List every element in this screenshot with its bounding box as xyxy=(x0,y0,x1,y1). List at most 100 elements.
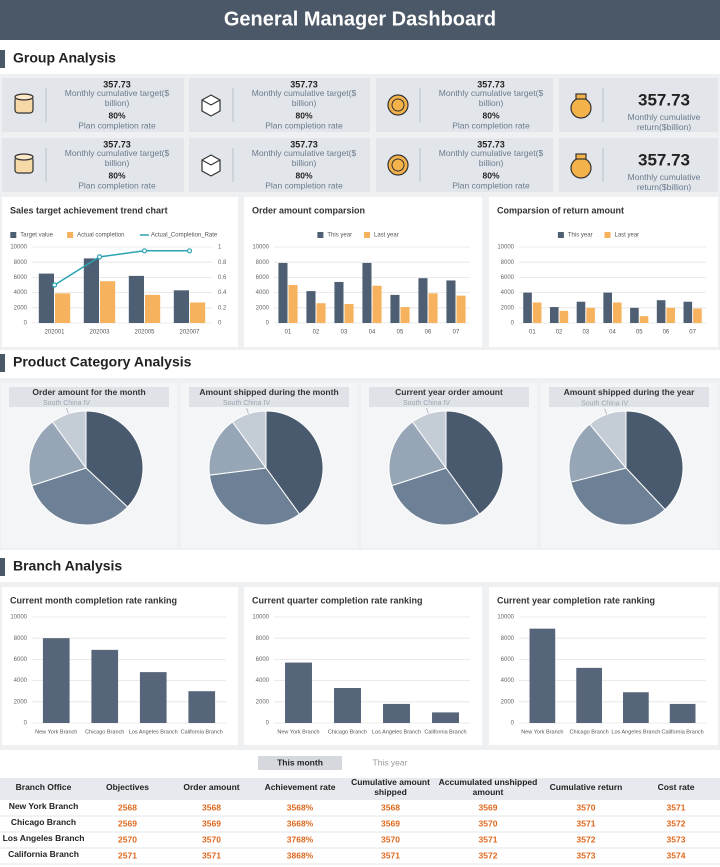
table-cell: 3571 xyxy=(202,850,221,860)
bar xyxy=(42,638,70,723)
y-tick-label: 8000 xyxy=(256,636,270,642)
chart-title: Current year order amount xyxy=(395,388,503,397)
bar xyxy=(576,301,586,323)
table-cell: 3570 xyxy=(381,834,400,844)
tab[interactable]: This month xyxy=(277,757,323,767)
legend-swatch xyxy=(10,232,17,238)
pie-slice xyxy=(85,410,144,508)
y-tick-label: 2000 xyxy=(14,305,28,311)
y-tick-label: 0 xyxy=(24,321,28,327)
chart-title: Sales target achievement trend chart xyxy=(10,205,168,215)
x-tick-label: California Branch xyxy=(181,729,223,735)
y-tick-label: 0 xyxy=(266,721,270,727)
bar xyxy=(623,692,649,723)
legend-swatch xyxy=(604,232,611,238)
bar xyxy=(559,310,569,323)
legend-label: Actual_Completion_Rate xyxy=(151,233,218,239)
pie-slice xyxy=(588,410,627,470)
bar xyxy=(383,703,410,723)
x-tick-label: 02 xyxy=(313,330,320,336)
bar xyxy=(372,285,382,323)
icon xyxy=(201,159,221,166)
table-header-cell: Cumulative amount shipped xyxy=(351,778,430,797)
x-tick-label: 01 xyxy=(285,330,292,336)
table-cell: 3570 xyxy=(479,818,498,828)
kpi-label-box: Monthly cumulative target($ billion) xyxy=(252,149,356,168)
legend-label: This year xyxy=(568,233,593,239)
table-cell: 3868% xyxy=(287,850,314,860)
bar xyxy=(666,307,676,323)
y2-tick-label: 1 xyxy=(218,245,222,251)
section-accent xyxy=(0,558,5,576)
y-tick-label: 0 xyxy=(511,721,515,727)
bar xyxy=(549,307,559,323)
x-tick-label: 202005 xyxy=(134,330,155,336)
section-accent xyxy=(0,354,5,372)
kpi-label: Monthly cumulative target($ billion) xyxy=(64,149,170,168)
x-tick-label: Los Angeles Branch xyxy=(372,729,421,735)
legend-label: Actual completion xyxy=(77,233,124,239)
table-cell: 3570 xyxy=(202,834,221,844)
icon xyxy=(575,93,587,100)
y-tick-label: 4000 xyxy=(256,290,270,296)
bar xyxy=(639,316,649,323)
bar xyxy=(390,294,400,323)
y-tick-label: 10000 xyxy=(252,245,269,251)
x-tick-label: 202003 xyxy=(89,330,110,336)
table-cell: 3668% xyxy=(287,818,314,828)
y2-tick-label: 0.4 xyxy=(218,290,227,296)
icon xyxy=(201,99,221,106)
pie-label: South China IV xyxy=(403,400,450,407)
bar xyxy=(683,301,693,323)
pie-slice xyxy=(208,421,267,476)
section-title: Group Analysis xyxy=(13,50,116,66)
bar xyxy=(344,304,354,323)
bar xyxy=(428,293,438,323)
table-header-bg xyxy=(0,778,720,800)
kpi-label-box: Monthly cumulative target($ billion) xyxy=(64,149,170,168)
x-tick-label: 07 xyxy=(689,330,696,336)
chart-title: Comparsion of return amount xyxy=(497,205,624,215)
x-tick-label: California Branch xyxy=(424,729,466,735)
legend-swatch xyxy=(557,232,564,238)
table-cell: 3569 xyxy=(202,818,221,828)
x-tick-label: New York Branch xyxy=(35,729,77,735)
chart-title-box: Amount shipped during the year xyxy=(564,388,695,397)
tab[interactable]: This year xyxy=(373,757,408,767)
bar xyxy=(173,290,189,323)
table-cell: 2569 xyxy=(118,818,137,828)
line-point xyxy=(96,254,103,260)
kpi-rate: 80% xyxy=(482,110,499,120)
y-tick-label: 10000 xyxy=(497,245,514,251)
bar xyxy=(586,307,595,323)
kpi-rate-label: Plan completion rate xyxy=(452,180,530,190)
tab-active xyxy=(258,756,342,770)
pie-slice xyxy=(625,410,684,511)
bar xyxy=(128,275,144,323)
bar xyxy=(188,691,216,723)
bar xyxy=(100,281,116,323)
x-tick-label: 202001 xyxy=(44,330,65,336)
x-tick-label: 202007 xyxy=(179,330,200,336)
bar xyxy=(316,303,326,323)
x-tick-label: Chicago Branch xyxy=(85,729,124,735)
bar xyxy=(669,703,696,723)
pie-slice xyxy=(568,423,627,483)
bar xyxy=(529,628,556,723)
pie-slice xyxy=(391,467,481,526)
kpi-rate: 80% xyxy=(295,110,312,120)
x-tick-label: New York Branch xyxy=(277,729,319,735)
table-header-cell-box: Cumulative return xyxy=(550,783,623,792)
x-tick-label: Chicago Branch xyxy=(328,729,367,735)
bar xyxy=(523,292,532,323)
chart-panel xyxy=(2,197,238,347)
y-tick-label: 4000 xyxy=(501,678,515,684)
y2-tick-label: 0.2 xyxy=(218,305,227,311)
section-title: Product Category Analysis xyxy=(13,354,192,370)
x-tick-label: Los Angeles Branch xyxy=(611,729,660,735)
icon xyxy=(570,97,592,119)
x-tick-label: 06 xyxy=(425,330,432,336)
x-tick-label: 04 xyxy=(609,330,616,336)
x-tick-label: Chicago Branch xyxy=(570,729,609,735)
